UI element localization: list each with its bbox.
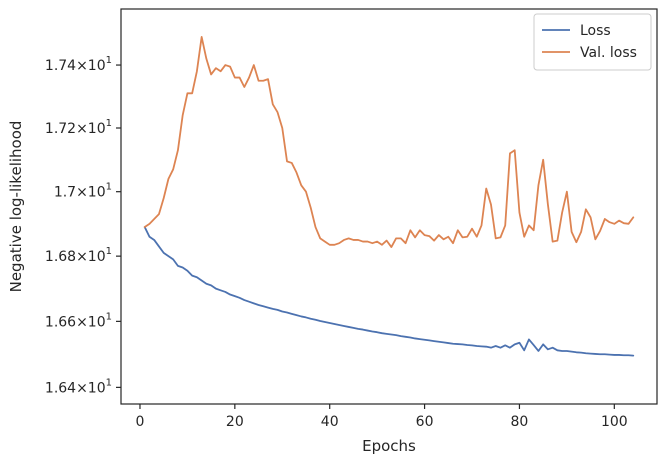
x-tick-label: 0 — [136, 414, 145, 430]
y-tick-mantissa: 1.72 — [45, 121, 76, 137]
plot-frame — [120, 8, 658, 405]
legend-label: Loss — [580, 23, 611, 39]
y-tick-exponent: 1 — [106, 118, 112, 129]
y-tick-exponent: 1 — [106, 311, 112, 322]
x-tick-label: 100 — [601, 414, 628, 430]
y-axis-label: Negative log-likelihood — [7, 121, 25, 293]
series-line-loss — [143, 226, 635, 357]
y-tick-exponent: 1 — [106, 246, 112, 257]
series-layer — [143, 36, 635, 357]
y-tick-exponent: 1 — [106, 55, 112, 66]
y-tick-times: ×10 — [76, 185, 106, 201]
y-tick-times: ×10 — [76, 380, 106, 396]
y-tick-label: 1.72×101 — [45, 118, 112, 137]
y-tick-mantissa: 1.66 — [45, 314, 76, 330]
series-line-val-loss — [143, 36, 635, 248]
x-tick-label: 20 — [226, 414, 244, 430]
y-tick-times: ×10 — [76, 121, 106, 137]
y-tick-mantissa: 1.64 — [45, 380, 76, 396]
y-tick-label: 1.66×101 — [45, 311, 112, 330]
x-tick-label: 80 — [511, 414, 529, 430]
x-axis: 0 20 40 60 80 100 — [136, 404, 628, 430]
y-tick-mantissa: 1.7 — [54, 185, 76, 201]
y-tick-label: 1.64×101 — [45, 377, 112, 396]
y-tick-mantissa: 1.74 — [45, 58, 76, 74]
y-tick-times: ×10 — [76, 58, 106, 74]
legend-label: Val. loss — [580, 45, 637, 61]
x-axis-label: Epochs — [362, 437, 416, 455]
y-tick-label: 1.74×101 — [45, 55, 112, 74]
x-tick-label: 60 — [416, 414, 434, 430]
y-tick-label: 1.7×101 — [54, 182, 112, 201]
y-tick-exponent: 1 — [106, 182, 112, 193]
y-tick-mantissa: 1.68 — [45, 249, 76, 265]
legend: Loss Val. loss — [533, 13, 652, 71]
y-axis: 1.64×1011.66×1011.68×1011.7×1011.72×1011… — [45, 55, 121, 396]
x-tick-label: 40 — [321, 414, 339, 430]
y-tick-exponent: 1 — [106, 377, 112, 388]
y-tick-times: ×10 — [76, 249, 106, 265]
plot-area — [120, 8, 658, 405]
y-tick-label: 1.68×101 — [45, 246, 112, 265]
y-tick-times: ×10 — [76, 314, 106, 330]
legend-box — [533, 13, 652, 71]
